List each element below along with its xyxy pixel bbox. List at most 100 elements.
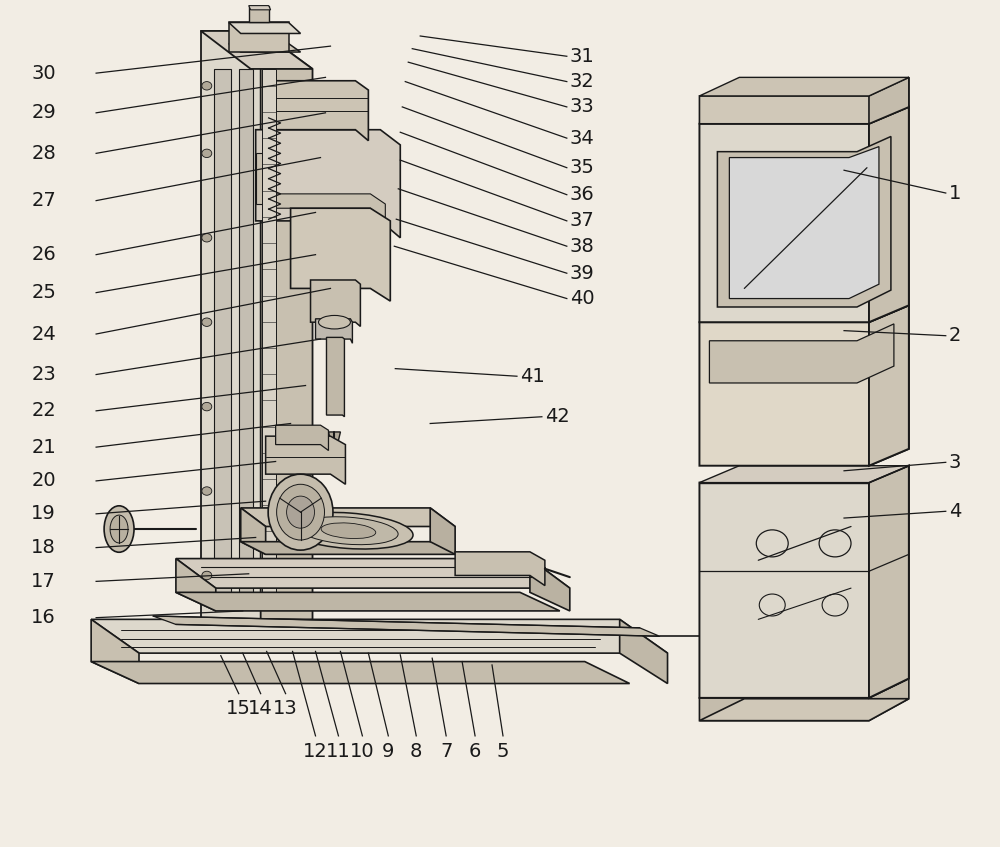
Text: 12: 12 <box>303 742 328 761</box>
Ellipse shape <box>284 512 413 549</box>
Polygon shape <box>699 305 909 322</box>
Ellipse shape <box>321 523 376 539</box>
Polygon shape <box>241 508 266 554</box>
Polygon shape <box>869 107 909 322</box>
Polygon shape <box>201 31 313 69</box>
Ellipse shape <box>299 517 398 545</box>
Text: 25: 25 <box>31 283 56 302</box>
Polygon shape <box>869 77 909 124</box>
Polygon shape <box>717 136 891 307</box>
Polygon shape <box>699 678 909 721</box>
Polygon shape <box>430 508 455 554</box>
Polygon shape <box>326 337 344 417</box>
Polygon shape <box>530 558 570 611</box>
Polygon shape <box>201 31 261 619</box>
Ellipse shape <box>287 496 315 529</box>
Text: 19: 19 <box>31 504 56 523</box>
Text: 21: 21 <box>31 438 56 457</box>
Polygon shape <box>276 425 328 451</box>
Circle shape <box>202 571 212 579</box>
Text: 14: 14 <box>248 700 273 718</box>
Text: 29: 29 <box>31 103 56 122</box>
Text: 22: 22 <box>31 401 56 420</box>
Circle shape <box>202 234 212 242</box>
Text: 40: 40 <box>570 289 594 308</box>
Text: 41: 41 <box>520 367 545 385</box>
Polygon shape <box>249 6 269 23</box>
Polygon shape <box>229 23 289 52</box>
Text: 6: 6 <box>469 742 481 761</box>
Ellipse shape <box>110 515 128 543</box>
Polygon shape <box>176 558 216 611</box>
Polygon shape <box>620 619 668 684</box>
Text: 30: 30 <box>31 64 56 83</box>
Polygon shape <box>699 466 909 483</box>
Text: 7: 7 <box>440 742 452 761</box>
Polygon shape <box>729 147 879 298</box>
Polygon shape <box>271 80 368 141</box>
Polygon shape <box>699 466 909 698</box>
Polygon shape <box>239 69 253 601</box>
Polygon shape <box>229 43 301 52</box>
Ellipse shape <box>277 484 324 540</box>
Polygon shape <box>328 432 340 449</box>
Polygon shape <box>176 558 570 588</box>
Polygon shape <box>241 542 460 554</box>
Text: 37: 37 <box>570 212 595 230</box>
Text: 10: 10 <box>350 742 375 761</box>
Polygon shape <box>869 466 909 698</box>
Polygon shape <box>91 619 139 684</box>
Polygon shape <box>316 318 352 343</box>
Circle shape <box>202 487 212 495</box>
Polygon shape <box>699 77 909 124</box>
Circle shape <box>202 318 212 326</box>
Ellipse shape <box>319 315 350 329</box>
Text: 28: 28 <box>31 144 56 163</box>
Text: 11: 11 <box>326 742 351 761</box>
Text: 2: 2 <box>949 326 961 346</box>
Polygon shape <box>699 107 909 322</box>
Polygon shape <box>699 699 909 721</box>
Text: 38: 38 <box>570 236 595 256</box>
Text: 42: 42 <box>545 407 570 426</box>
Text: 34: 34 <box>570 129 595 147</box>
Text: 32: 32 <box>570 72 595 91</box>
Text: 39: 39 <box>570 263 595 283</box>
Text: 9: 9 <box>382 742 394 761</box>
Polygon shape <box>455 552 545 585</box>
Text: 8: 8 <box>410 742 422 761</box>
Polygon shape <box>256 130 400 238</box>
Circle shape <box>202 402 212 411</box>
Text: 20: 20 <box>31 472 56 490</box>
Polygon shape <box>311 280 360 326</box>
Text: 23: 23 <box>31 365 56 384</box>
Text: 27: 27 <box>31 191 56 210</box>
Text: 24: 24 <box>31 324 56 344</box>
Polygon shape <box>241 508 455 527</box>
Text: 13: 13 <box>273 700 298 718</box>
Ellipse shape <box>104 506 134 552</box>
Text: 5: 5 <box>497 742 509 761</box>
Text: 17: 17 <box>31 572 56 591</box>
Circle shape <box>202 81 212 90</box>
Polygon shape <box>261 31 313 619</box>
Polygon shape <box>214 69 231 601</box>
Polygon shape <box>291 208 390 301</box>
Ellipse shape <box>268 474 333 551</box>
Polygon shape <box>699 77 909 96</box>
Text: 3: 3 <box>949 453 961 472</box>
Polygon shape <box>91 662 630 684</box>
Polygon shape <box>709 324 894 383</box>
Polygon shape <box>699 305 909 466</box>
Polygon shape <box>869 305 909 466</box>
Text: 1: 1 <box>949 184 961 202</box>
Polygon shape <box>262 69 276 601</box>
Text: 35: 35 <box>570 158 595 177</box>
Polygon shape <box>266 194 385 219</box>
Polygon shape <box>249 6 271 10</box>
Polygon shape <box>256 153 266 204</box>
Circle shape <box>202 149 212 158</box>
Polygon shape <box>176 592 560 611</box>
Polygon shape <box>91 619 668 653</box>
Text: 26: 26 <box>31 245 56 264</box>
